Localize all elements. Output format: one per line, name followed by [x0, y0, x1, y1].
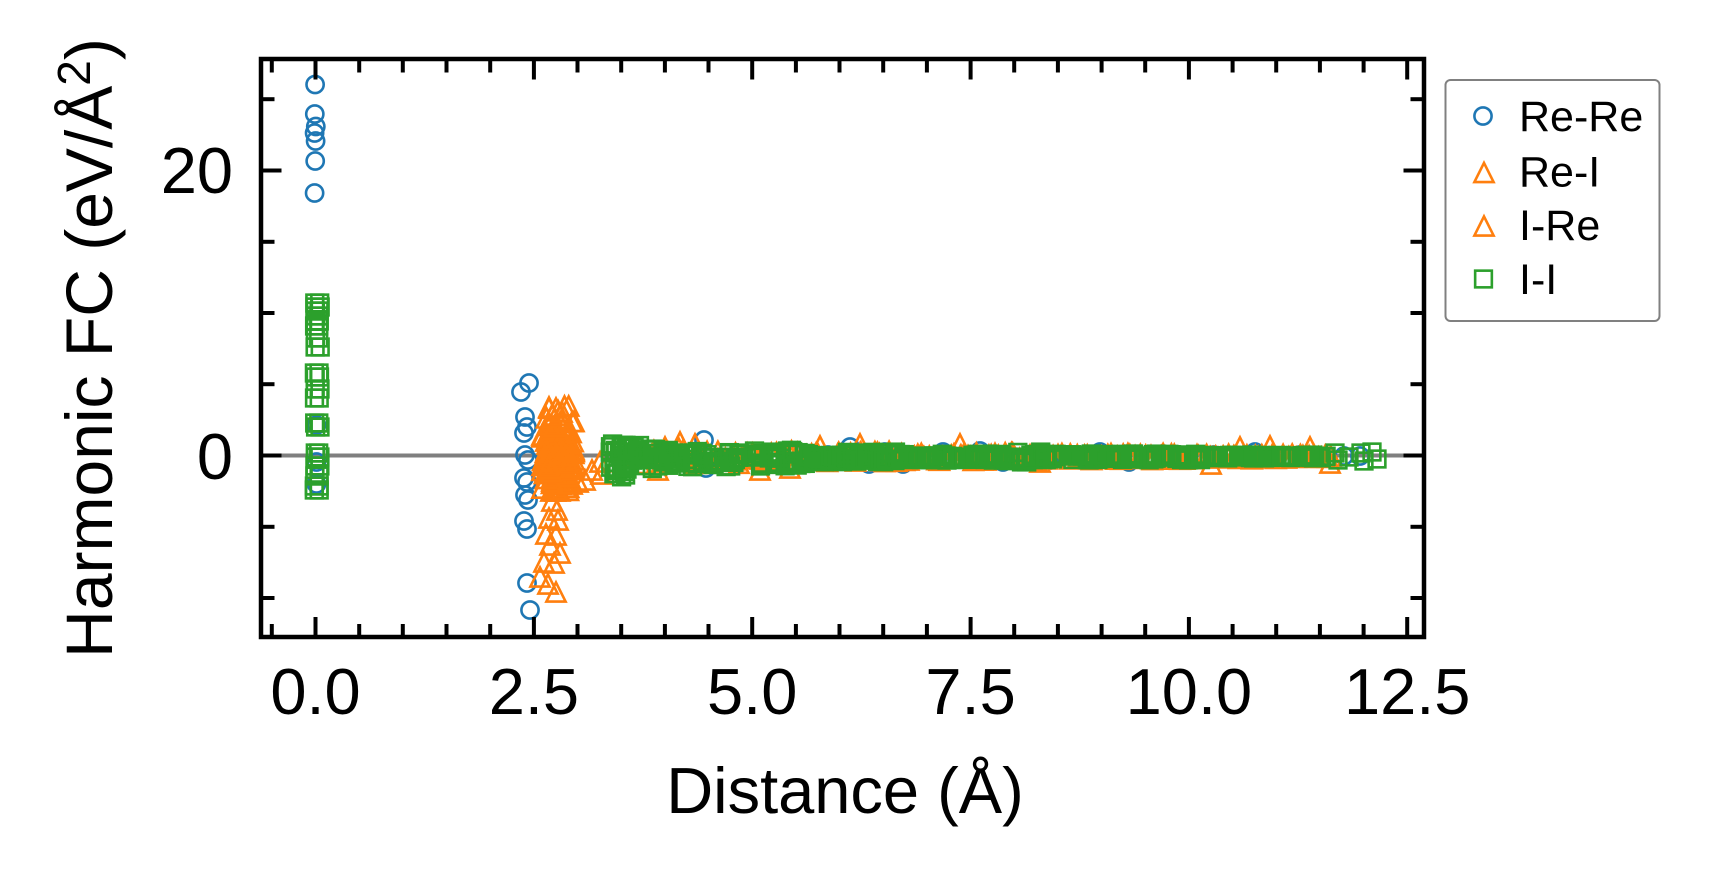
- svg-text:20: 20: [161, 134, 233, 207]
- svg-text:7.5: 7.5: [925, 655, 1015, 728]
- svg-text:I-Re: I-Re: [1519, 202, 1600, 250]
- svg-text:5.0: 5.0: [707, 655, 797, 728]
- svg-text:12.5: 12.5: [1344, 655, 1471, 728]
- svg-text:Distance (Å): Distance (Å): [666, 754, 1024, 827]
- svg-text:I-I: I-I: [1519, 256, 1557, 304]
- svg-text:Harmonic FC (eV/Å2): Harmonic FC (eV/Å2): [48, 38, 126, 658]
- svg-text:2.5: 2.5: [489, 655, 579, 728]
- svg-text:Re-I: Re-I: [1519, 149, 1600, 197]
- svg-text:Re-Re: Re-Re: [1519, 93, 1643, 141]
- svg-text:0: 0: [197, 420, 233, 493]
- svg-text:0.0: 0.0: [270, 655, 360, 728]
- svg-text:10.0: 10.0: [1126, 655, 1253, 728]
